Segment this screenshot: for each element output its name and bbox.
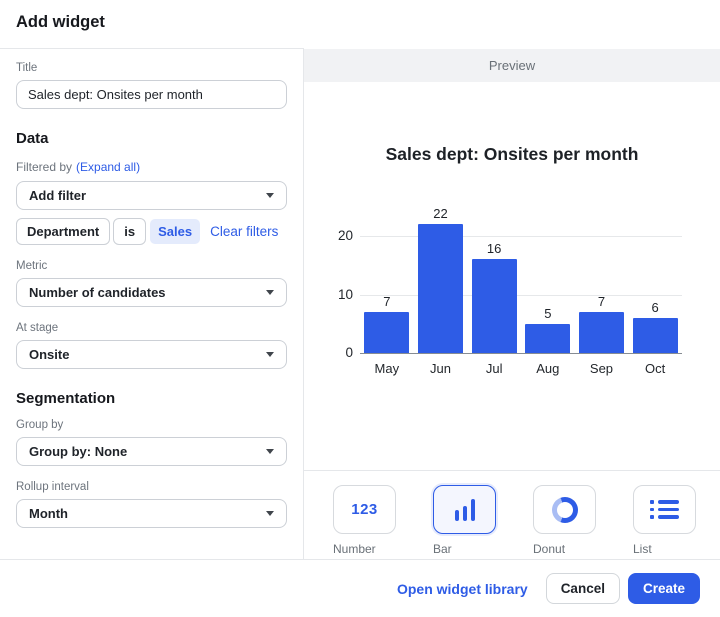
metric-select-value: Number of candidates bbox=[29, 285, 166, 300]
bar-May bbox=[364, 312, 410, 353]
number-123-icon: 123 bbox=[351, 501, 378, 518]
group-by-select-value: Group by: None bbox=[29, 444, 128, 459]
at-stage-label: At stage bbox=[16, 322, 59, 334]
widget-type-number-label: Number bbox=[333, 542, 376, 556]
rollup-interval-label: Rollup interval bbox=[16, 481, 89, 493]
group-by-select[interactable]: Group by: None bbox=[16, 437, 287, 466]
chevron-down-icon bbox=[266, 449, 274, 454]
chevron-down-icon bbox=[266, 352, 274, 357]
preview-panel: Preview Sales dept: Onsites per month 0 1… bbox=[304, 49, 720, 559]
list-icon bbox=[650, 500, 679, 519]
metric-select[interactable]: Number of candidates bbox=[16, 278, 287, 307]
title-label: Title bbox=[16, 62, 38, 74]
preview-header-label: Preview bbox=[488, 58, 536, 73]
data-section-heading: Data bbox=[16, 130, 49, 147]
chart-title: Sales dept: Onsites per month bbox=[385, 144, 639, 164]
bar-value-label: 5 bbox=[544, 305, 552, 321]
bar-Jul bbox=[471, 259, 517, 353]
header-divider bbox=[0, 48, 304, 49]
widget-type-bar[interactable] bbox=[433, 485, 496, 534]
dialog-title: Add widget bbox=[16, 13, 105, 31]
chevron-down-icon bbox=[266, 511, 274, 516]
rollup-interval-select[interactable]: Month bbox=[16, 499, 287, 528]
filter-value-chip[interactable]: Sales bbox=[150, 219, 201, 244]
add-filter-select[interactable]: Add filter bbox=[16, 181, 287, 210]
widget-type-bar-label: Bar bbox=[433, 542, 452, 556]
donut-chart-icon bbox=[551, 496, 578, 523]
bar-value-label: 6 bbox=[651, 299, 659, 315]
bar-value-label: 16 bbox=[486, 241, 502, 257]
gridline bbox=[360, 294, 682, 296]
bar-Aug bbox=[525, 323, 571, 353]
widget-type-donut[interactable] bbox=[533, 485, 596, 534]
chevron-down-icon bbox=[266, 193, 274, 198]
bar-value-label: 7 bbox=[597, 294, 606, 310]
clear-filters-link[interactable]: Clear filters bbox=[210, 224, 279, 239]
bar-chart-icon bbox=[454, 498, 475, 521]
cancel-button[interactable]: Cancel bbox=[545, 573, 620, 604]
bar-chart-preview: Sales dept: Onsites per month 0 10 20 7 May 2… bbox=[304, 82, 720, 470]
filter-field-chip[interactable]: Department bbox=[16, 218, 111, 245]
dialog-footer: Open widget library Cancel Create bbox=[0, 559, 720, 617]
bar-value-label: 7 bbox=[383, 294, 391, 310]
x-axis-label: Aug bbox=[536, 361, 560, 376]
at-stage-select-value: Onsite bbox=[29, 347, 70, 362]
y-axis-tick: 10 bbox=[337, 286, 353, 302]
widget-type-number[interactable]: 123 bbox=[333, 485, 396, 534]
x-axis-line bbox=[360, 353, 682, 354]
bar-Sep bbox=[579, 312, 624, 353]
bar-Oct bbox=[632, 317, 678, 353]
widget-type-list-label: List bbox=[633, 542, 652, 556]
widget-type-selector: 123 Number Bar Donut List bbox=[304, 470, 720, 559]
open-widget-library-link[interactable]: Open widget library bbox=[396, 580, 528, 597]
gridline bbox=[360, 236, 682, 237]
create-button[interactable]: Create bbox=[627, 573, 700, 604]
widget-type-list[interactable] bbox=[633, 485, 696, 534]
y-axis-tick: 20 bbox=[337, 228, 353, 243]
bar-value-label: 22 bbox=[433, 206, 448, 222]
filtered-by-label: Filtered by bbox=[16, 160, 73, 174]
x-axis-label: Sep bbox=[589, 361, 614, 376]
x-axis-label: Oct bbox=[645, 361, 666, 376]
widget-title-input[interactable] bbox=[16, 80, 287, 109]
x-axis-label: Jun bbox=[430, 361, 451, 376]
expand-all-link[interactable]: (Expand all) bbox=[76, 160, 141, 174]
y-axis-tick: 0 bbox=[345, 345, 353, 360]
at-stage-select[interactable]: Onsite bbox=[16, 340, 287, 369]
group-by-label: Group by bbox=[16, 419, 64, 431]
preview-header: Preview bbox=[304, 49, 720, 82]
x-axis-label: Jul bbox=[485, 361, 503, 376]
add-filter-select-value: Add filter bbox=[29, 188, 87, 203]
widget-form-panel: Title Data Filtered by (Expand all) Add … bbox=[0, 49, 304, 559]
chevron-down-icon bbox=[266, 290, 274, 295]
widget-type-donut-label: Donut bbox=[533, 542, 566, 556]
x-axis-label: May bbox=[374, 361, 400, 376]
segmentation-section-heading: Segmentation bbox=[16, 390, 116, 407]
metric-label: Metric bbox=[16, 260, 48, 272]
filter-operator-chip[interactable]: is bbox=[113, 218, 147, 245]
rollup-interval-select-value: Month bbox=[29, 506, 68, 521]
bar-Jun bbox=[418, 224, 463, 353]
